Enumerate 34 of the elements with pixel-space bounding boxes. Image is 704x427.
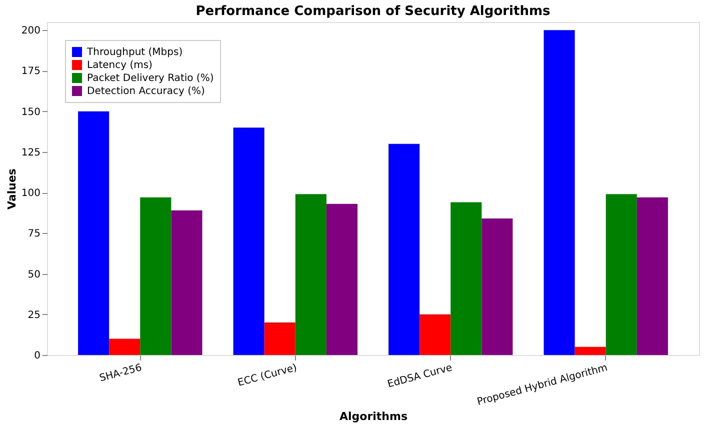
y-tick-label: 75 <box>28 228 40 240</box>
bar <box>326 204 358 355</box>
bar <box>544 30 575 355</box>
bar <box>264 322 296 355</box>
y-tick-label: 50 <box>28 269 40 280</box>
bar <box>636 197 668 355</box>
bar <box>450 202 482 355</box>
x-tick-label: ECC (Curve) <box>236 362 298 389</box>
legend-label: Packet Delivery Ratio (%) <box>87 73 214 84</box>
y-tick-label: 200 <box>21 26 40 37</box>
bar <box>140 197 172 355</box>
bar <box>388 144 420 355</box>
bar <box>78 111 110 355</box>
bar <box>574 346 606 355</box>
bar <box>295 194 326 355</box>
bar <box>171 210 202 355</box>
bar <box>482 218 513 355</box>
legend-label: Detection Accuracy (%) <box>87 86 205 97</box>
y-tick-label: 100 <box>21 188 40 200</box>
x-tick-label: EdDSA Curve <box>386 362 454 390</box>
bar <box>109 338 140 355</box>
legend-label: Latency (ms) <box>87 60 153 71</box>
y-tick-label: 125 <box>21 147 40 158</box>
y-axis-title: Values <box>5 168 18 210</box>
y-tick-label: 175 <box>21 66 40 78</box>
y-tick-label: 25 <box>28 310 40 321</box>
chart-title: Performance Comparison of Security Algorithms <box>196 4 551 19</box>
bar <box>233 128 264 355</box>
y-tick-label: 0 <box>34 350 40 362</box>
bar <box>420 314 451 355</box>
y-tick-label: 150 <box>21 106 40 118</box>
bar <box>606 194 637 355</box>
legend-label: Throughput (Mbps) <box>86 47 183 58</box>
x-axis-title: Algorithms <box>339 410 408 423</box>
